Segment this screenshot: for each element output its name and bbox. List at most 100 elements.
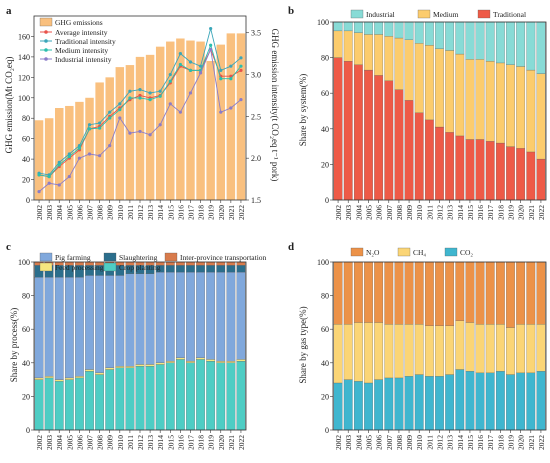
panel-b-bar-seg-1 <box>424 45 434 121</box>
panel-d-x-tick-label: 2015 <box>466 435 475 450</box>
panel-c-bar-seg-1 <box>64 377 74 380</box>
panel-d-x-tick-label: 2018 <box>496 435 505 450</box>
panel-b-bar-seg-1 <box>333 30 343 58</box>
panel-a-point <box>108 110 112 114</box>
panel-b-legend-0-swatch <box>477 9 491 19</box>
panel-c-bar-seg-2 <box>165 271 175 362</box>
panel-b-x-tick-label: 2013 <box>446 205 455 220</box>
panel-c-bar-seg-0 <box>226 362 236 431</box>
panel-a-point <box>138 96 142 100</box>
panel-c-legend-2-swatch <box>39 252 53 262</box>
panel-a-point <box>168 102 172 106</box>
panel-a-point <box>128 96 132 100</box>
panel-a-point <box>168 72 172 77</box>
panel-b-x-tick-label: 2007 <box>385 205 394 220</box>
panel-c-x-tick-label: 2020 <box>217 435 226 450</box>
panel-c-bar-seg-2 <box>196 271 205 358</box>
panel-c-y-tick-label: 60 <box>22 325 30 334</box>
panel-d-bar-seg-2 <box>455 261 465 321</box>
panel-a-point <box>57 160 61 164</box>
panel-b-x-tick-label: 2012 <box>436 205 445 220</box>
panel-a-y2label: GHG emission intensity(t CO₂eq t⁻¹ pork) <box>270 29 280 182</box>
panel-a-point <box>37 190 41 194</box>
panel-b-bar-seg-0 <box>374 75 384 201</box>
panel-c-bar-seg-2 <box>75 276 84 377</box>
panel-b-bar-seg-2 <box>374 21 384 35</box>
panel-d-bar-seg-1 <box>364 322 373 384</box>
panel-a-point <box>128 89 132 93</box>
panel-b-y-tick-label: 0 <box>325 196 329 205</box>
panel-c-y-tick-label: 100 <box>18 258 30 267</box>
panel-b-bar-seg-0 <box>394 89 404 201</box>
panel-d-bar-seg-2 <box>374 261 384 323</box>
panel-a-bar <box>236 33 246 200</box>
panel-d-x-tick-label: 2017 <box>486 435 495 450</box>
panel-d-bar-seg-1 <box>374 322 384 380</box>
panel-a-bar <box>105 77 114 200</box>
panel-c-bar-seg-2 <box>95 275 104 374</box>
panel-a-ylabel: GHG emission(Mt CO₂eq) <box>4 57 14 154</box>
panel-c-x-tick-label: 2009 <box>106 435 115 450</box>
panel-d-bar-seg-0 <box>485 372 495 431</box>
panel-b-bar-seg-2 <box>394 21 404 39</box>
panel-b-bar-seg-0 <box>465 139 475 201</box>
panel-d-bar-seg-0 <box>475 372 485 431</box>
panel-c-x-tick-label: 2007 <box>86 435 95 450</box>
panel-c-bar-seg-0 <box>34 379 44 431</box>
panel-d-bar-seg-1 <box>424 325 434 377</box>
panel-b-bar-seg-1 <box>414 43 424 113</box>
panel-c-bar-seg-1 <box>54 379 64 382</box>
panel-a-y-tick-label: 20 <box>22 176 30 185</box>
panel-d-y-tick-label: 100 <box>317 258 329 267</box>
panel-b-bar-seg-1 <box>445 50 455 133</box>
panel-c-legend-3-swatch <box>103 252 117 262</box>
panel-a-point <box>209 47 213 52</box>
panel-d-bar-seg-0 <box>414 374 424 431</box>
panel-a-bar <box>206 60 215 200</box>
panel-c-bar-seg-1 <box>176 357 185 360</box>
panel-d-bar-seg-2 <box>343 261 353 325</box>
panel-b-y-tick-label: 40 <box>321 125 329 134</box>
panel-c-bar-seg-1 <box>135 364 145 367</box>
panel-d-bar-seg-1 <box>343 324 353 380</box>
panel-b-bar-seg-0 <box>485 141 495 201</box>
panel-b-x-tick-label: 2005 <box>365 205 374 220</box>
panel-a-point <box>98 126 102 130</box>
panel-d-bar-seg-1 <box>526 324 536 374</box>
panel-b-bar-seg-0 <box>435 126 444 201</box>
panel-d-bar-seg-0 <box>333 382 343 431</box>
panel-a-point <box>148 98 152 102</box>
panel-d-bar-seg-1 <box>465 322 475 372</box>
panel-a-point <box>188 91 193 95</box>
panel-a-point <box>239 56 243 60</box>
panel-a-x-tick-label: 2011 <box>126 205 135 220</box>
panel-d-x-tick-label: 2019 <box>507 435 516 450</box>
panel-b-bar-seg-0 <box>384 80 394 201</box>
panel-d-bar-seg-1 <box>516 324 526 374</box>
panel-b-bar-seg-0 <box>424 119 434 201</box>
panel-b-y-tick-label: 20 <box>321 160 329 169</box>
panel-b-bar-seg-1 <box>526 69 536 153</box>
panel-c-bar-seg-3 <box>186 265 195 273</box>
panel-a-x-tick-label: 2018 <box>197 205 206 220</box>
panel-a-point <box>77 146 82 150</box>
panel-c-bar-seg-1 <box>216 360 226 363</box>
panel-c-legend-2-label: Pig farming <box>55 253 91 262</box>
panel-b-ylabel: Share by system(%) <box>298 74 308 146</box>
panel-a-x-tick-label: 2013 <box>146 205 155 220</box>
panel-b-x-tick-label: 2009 <box>405 205 414 220</box>
panel-a-point <box>138 93 142 98</box>
panel-c-x-tick-label: 2021 <box>227 435 236 450</box>
panel-d-legend-0-swatch <box>444 247 458 257</box>
panel-c-bar-seg-4 <box>226 261 236 266</box>
panel-b-bar-seg-1 <box>343 30 353 62</box>
panel-c-bar-seg-1 <box>145 364 155 367</box>
panel-a-x-tick-label: 2005 <box>65 205 74 220</box>
panel-a-x-tick-label: 2004 <box>55 205 64 220</box>
panel-d-x-tick-label: 2013 <box>446 435 455 450</box>
panel-c-bar-seg-3 <box>236 265 246 273</box>
panel-c-bar-seg-2 <box>176 271 185 358</box>
panel-c-legend-3-label: Slaughtering <box>119 253 158 262</box>
